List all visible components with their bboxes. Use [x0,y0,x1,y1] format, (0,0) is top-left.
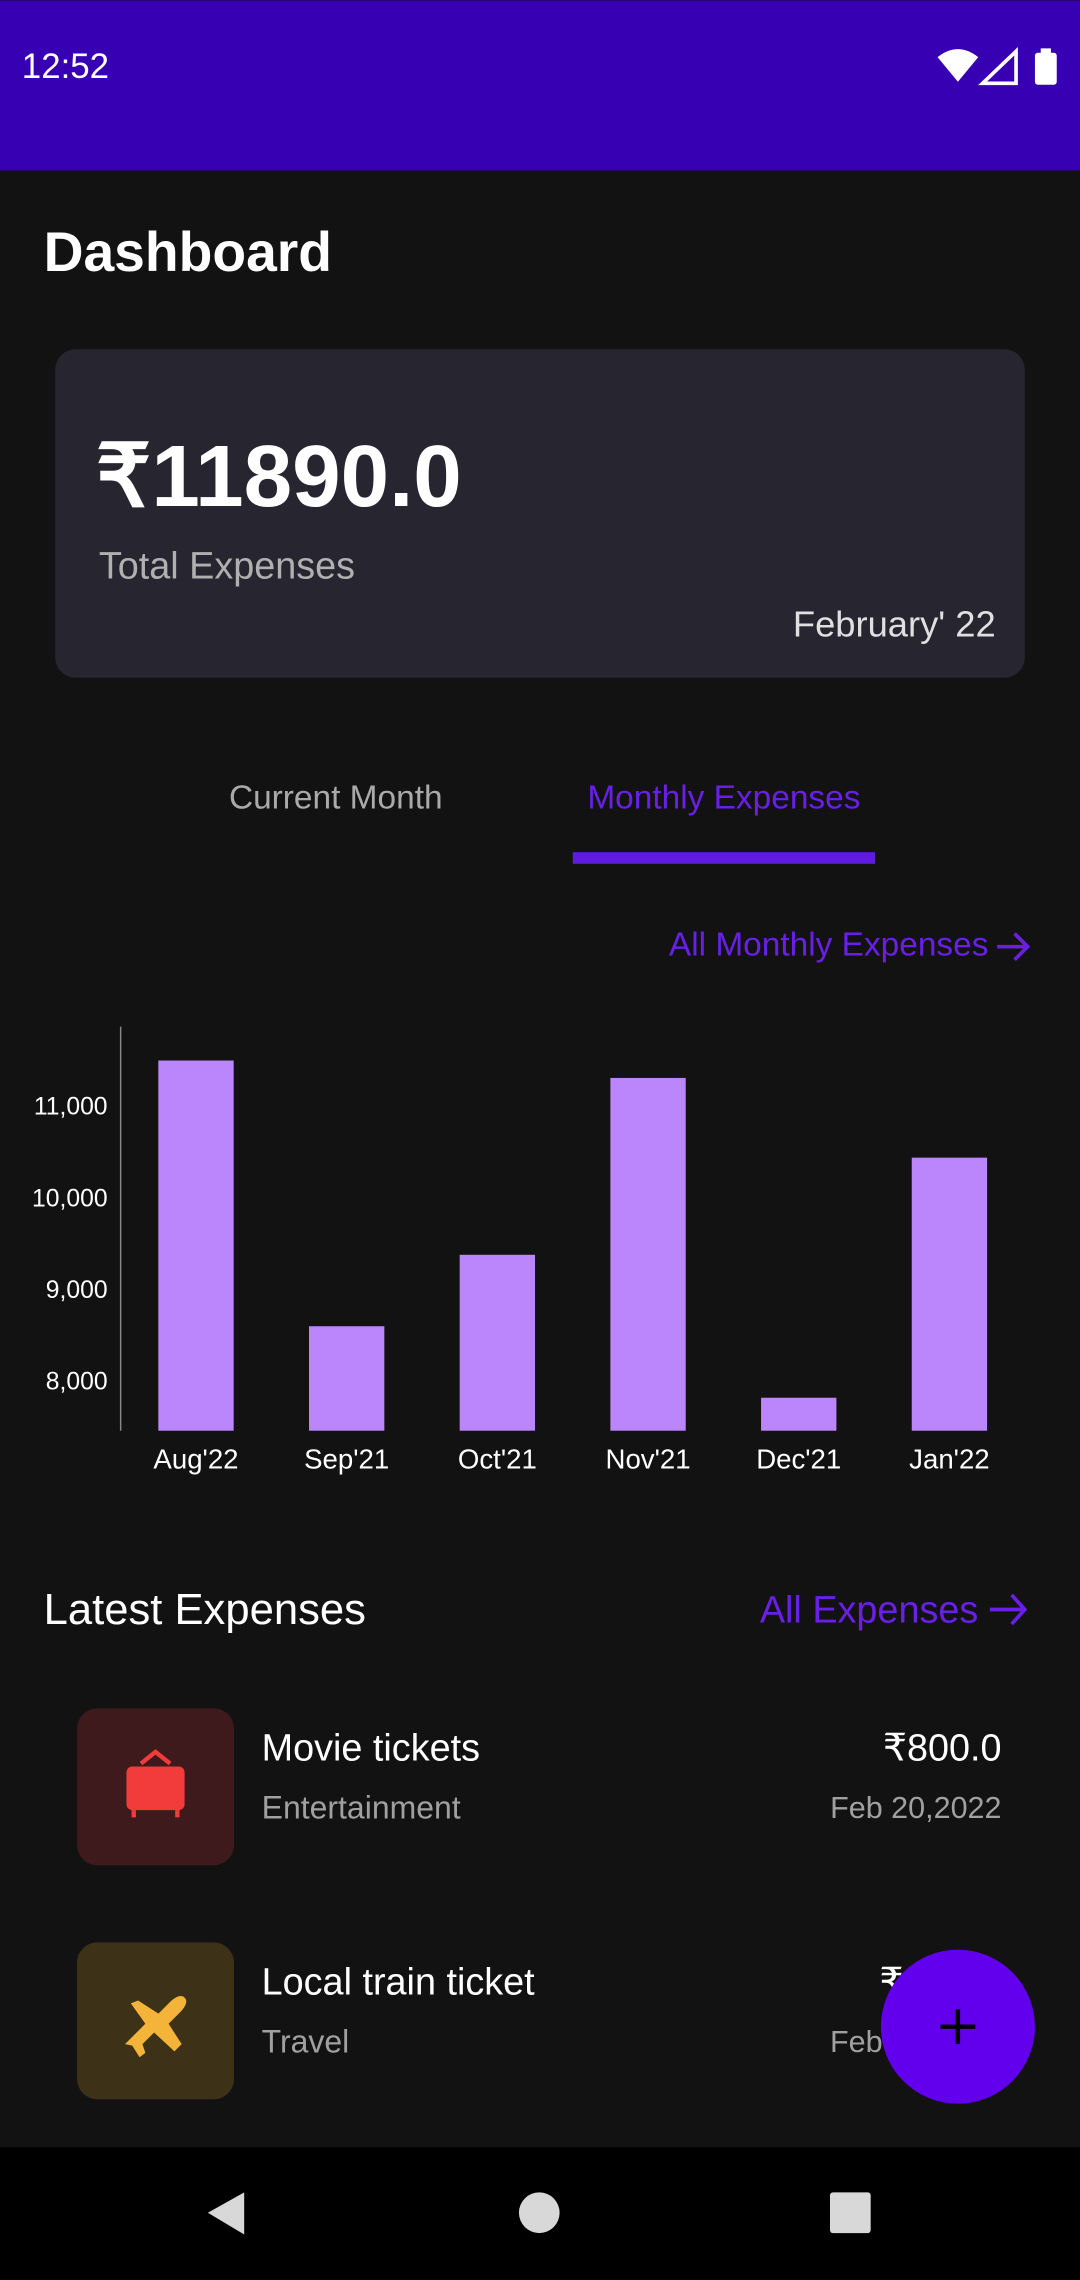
page-title: Dashboard [44,221,332,283]
item-amount: ₹800.0 [883,1727,1002,1769]
item-date: Feb 20,2022 [830,1791,1001,1825]
item-title[interactable]: Local train ticket [262,1962,535,2004]
item-category: Travel [262,2024,350,2060]
tab-selected[interactable]: Monthly Expenses [587,780,860,817]
y-tick-label: 10,000 [32,1185,108,1212]
battery-tip [1040,48,1051,55]
nav-home[interactable] [518,2192,560,2234]
plane-icon [125,1995,187,2058]
x-tick-label: Oct'21 [458,1444,537,1475]
y-tick-label: 8,000 [46,1369,108,1396]
summary-card [55,349,1025,678]
item-category: Entertainment [262,1790,461,1826]
item-title[interactable]: Movie tickets [262,1727,480,1769]
item-date: Feb [830,2025,883,2059]
nav-back[interactable] [207,2192,245,2235]
battery-icon [1034,52,1057,85]
arrow-icon [989,1593,1028,1626]
tab[interactable]: Current Month [229,780,443,817]
y-tick-label: 11,000 [34,1094,108,1121]
period: February' 22 [793,603,996,644]
nav-recents[interactable] [829,2192,871,2234]
bar [610,1077,686,1431]
x-tick-label: Aug'22 [153,1444,238,1475]
x-tick-label: Jan'22 [909,1444,990,1475]
y-tick-label: 9,000 [46,1277,108,1304]
status-time: 12:52 [22,47,109,86]
tab-indicator [572,852,876,864]
tv-icon [126,1766,185,1811]
section-title: Latest Expenses [44,1586,366,1634]
x-tick-label: Dec'21 [756,1444,841,1475]
signal-icon [978,47,1018,86]
bar-chart: 8,000 9,000 10,000 11,000 Aug'22 Sep'21 Oct'21… [32,1026,990,1475]
link[interactable]: All Expenses [760,1589,978,1631]
x-tick-label: Sep'21 [304,1444,389,1475]
bar [459,1254,536,1431]
x-tick-label: Nov'21 [606,1444,691,1475]
bar [911,1157,988,1431]
total-label: Total Expenses [99,546,355,588]
plus-icon [940,2009,976,2045]
bar [309,1326,385,1431]
tv-icon-detail [131,1749,180,1818]
total-amount: ₹11890.0 [96,428,462,525]
wifi-icon [937,49,979,82]
arrow-icon [997,932,1031,962]
link[interactable]: All Monthly Expenses [669,927,989,964]
bar [158,1060,234,1431]
bar [761,1397,837,1431]
status-bar [0,0,1080,171]
